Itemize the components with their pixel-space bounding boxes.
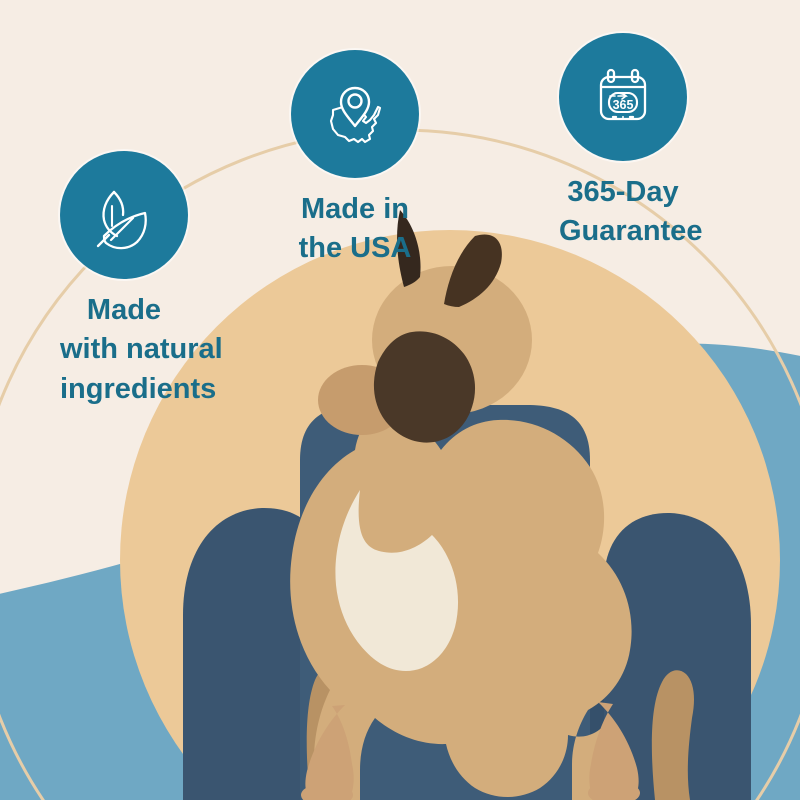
svg-text:365: 365 <box>613 98 634 112</box>
